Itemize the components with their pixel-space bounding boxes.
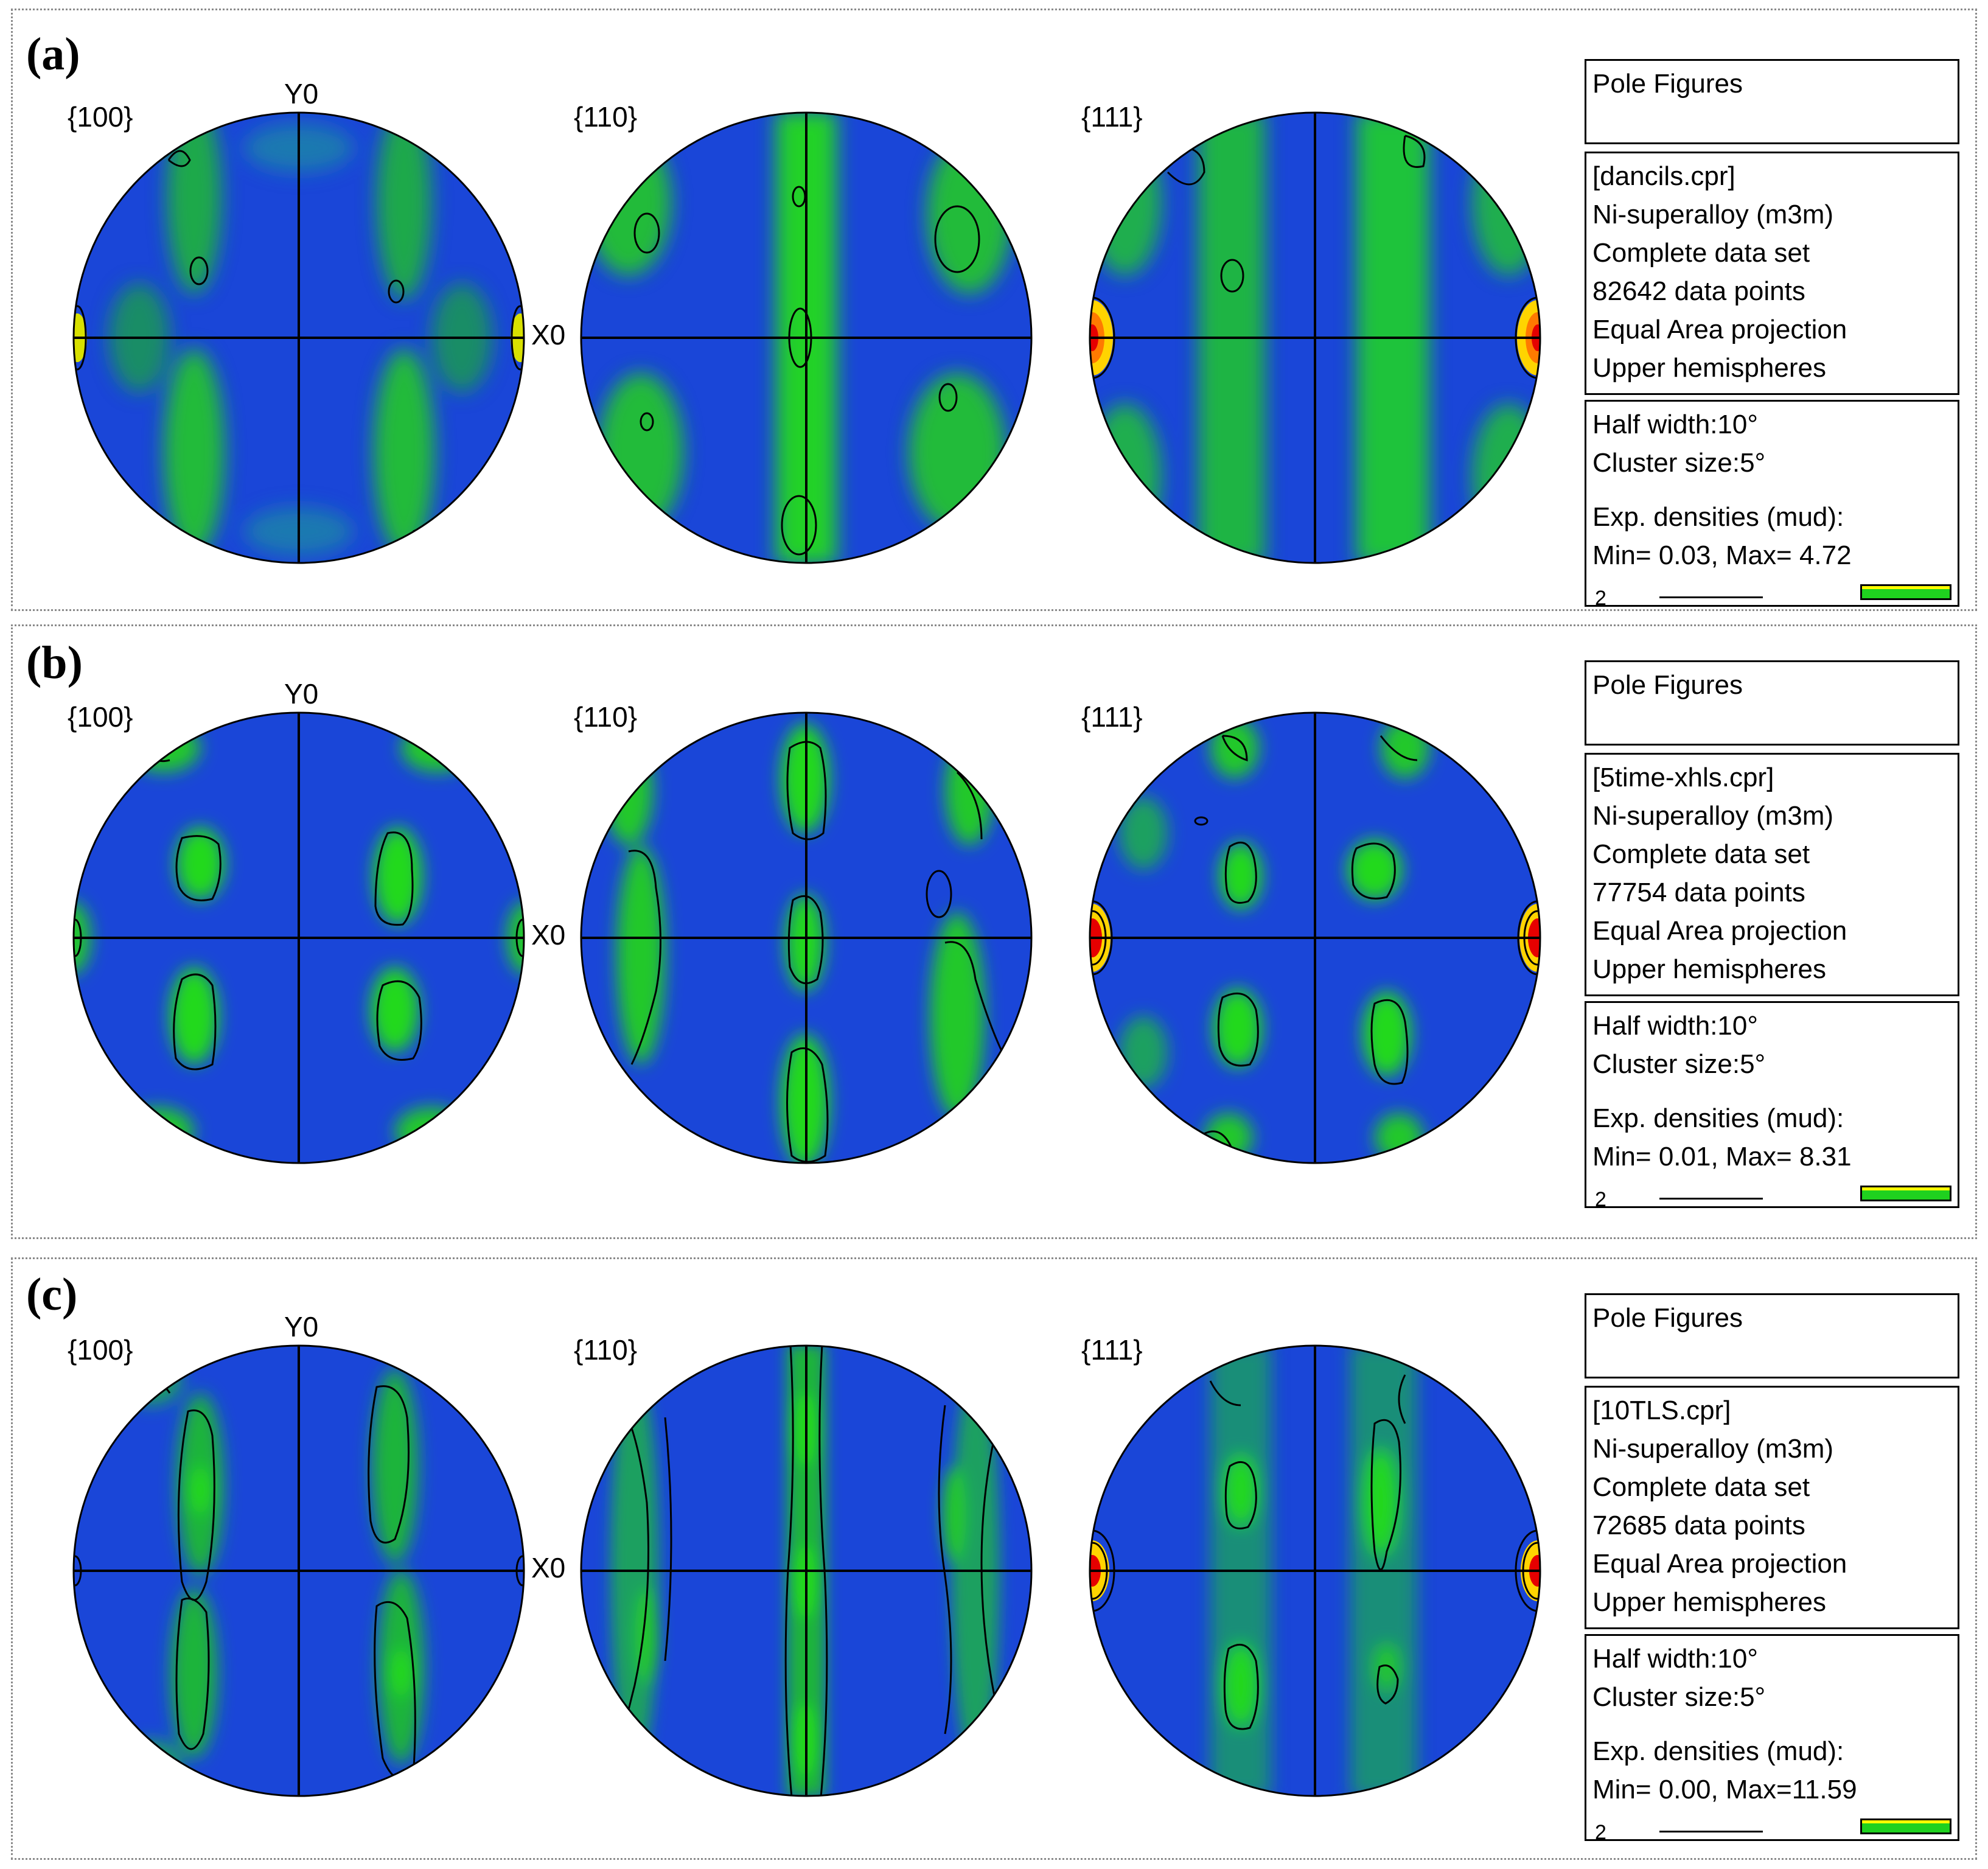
- info-hemisphere: Upper hemispheres: [1592, 954, 1826, 984]
- info-densities-label: Exp. densities (mud):: [1592, 1103, 1844, 1133]
- plane-label-100: {100}: [68, 701, 133, 733]
- info-dataset: Complete data set: [1592, 238, 1810, 268]
- pole-figure-100: [72, 711, 525, 1164]
- info-projection: Equal Area projection: [1592, 315, 1847, 344]
- pole-figure-111: [1089, 711, 1541, 1164]
- pole-figure-111: [1089, 1344, 1541, 1797]
- info-file: [5time-xhls.cpr]: [1592, 763, 1774, 792]
- info-min-max: Min= 0.01, Max= 8.31: [1592, 1142, 1852, 1172]
- pole-figure-110: [580, 1344, 1033, 1797]
- info-dataset: Complete data set: [1592, 839, 1810, 869]
- info-dataset-box: [10TLS.cpr] Ni-superalloy (m3m) Complete…: [1585, 1386, 1959, 1629]
- plane-label-100: {100}: [68, 101, 133, 133]
- info-file: [10TLS.cpr]: [1592, 1396, 1731, 1425]
- info-cluster: Cluster size:5°: [1592, 1682, 1766, 1712]
- info-projection: Equal Area projection: [1592, 916, 1847, 946]
- info-phase: Ni-superalloy (m3m): [1592, 200, 1834, 229]
- pole-figure-110: [580, 711, 1033, 1164]
- x-axis-label: X0: [531, 1552, 566, 1584]
- legend-line: [1659, 596, 1763, 598]
- info-half-width: Half width:10°: [1592, 1011, 1758, 1041]
- info-title: Pole Figures: [1592, 69, 1743, 99]
- legend-scale-value: 2: [1595, 587, 1606, 610]
- plane-label-110: {110}: [574, 101, 638, 133]
- legend-color-bar: [1860, 584, 1951, 600]
- panel-c: (c) Y0 X0 {100} {110} {111}: [11, 1257, 1977, 1860]
- legend-color-bar: [1860, 1186, 1951, 1201]
- info-points: 72685 data points: [1592, 1511, 1805, 1540]
- plane-label-110: {110}: [574, 1334, 638, 1366]
- plane-label-110: {110}: [574, 701, 638, 733]
- info-title-box: Pole Figures: [1585, 660, 1959, 746]
- plane-label-100: {100}: [68, 1334, 133, 1366]
- y-axis-label: Y0: [284, 78, 319, 110]
- x-axis-label: X0: [531, 919, 566, 951]
- info-phase: Ni-superalloy (m3m): [1592, 801, 1834, 831]
- info-half-width: Half width:10°: [1592, 410, 1758, 439]
- info-density-box: Half width:10° Cluster size:5° Exp. dens…: [1585, 1001, 1959, 1211]
- legend-line: [1659, 1198, 1763, 1200]
- legend-scale-value: 2: [1595, 1821, 1606, 1844]
- info-dataset: Complete data set: [1592, 1472, 1810, 1502]
- info-title: Pole Figures: [1592, 1303, 1743, 1333]
- y-axis-label: Y0: [284, 678, 319, 710]
- info-densities-label: Exp. densities (mud):: [1592, 1736, 1844, 1766]
- info-title-box: Pole Figures: [1585, 59, 1959, 144]
- x-axis-label: X0: [531, 319, 566, 351]
- info-densities-label: Exp. densities (mud):: [1592, 502, 1844, 532]
- info-cluster: Cluster size:5°: [1592, 448, 1766, 478]
- info-phase: Ni-superalloy (m3m): [1592, 1434, 1834, 1464]
- plane-label-111: {111}: [1081, 701, 1143, 733]
- info-title: Pole Figures: [1592, 670, 1743, 700]
- panel-label: (c): [26, 1269, 78, 1320]
- legend-line: [1659, 1831, 1763, 1832]
- info-points: 77754 data points: [1592, 878, 1805, 907]
- info-min-max: Min= 0.03, Max= 4.72: [1592, 540, 1852, 570]
- info-dataset-box: [dancils.cpr] Ni-superalloy (m3m) Comple…: [1585, 152, 1959, 395]
- info-density-box: Half width:10° Cluster size:5° Exp. dens…: [1585, 1634, 1959, 1844]
- legend-scale-value: 2: [1595, 1188, 1606, 1211]
- pole-figure-110: [580, 111, 1033, 564]
- pole-figure-100: [72, 1344, 525, 1797]
- pole-figure-100: [72, 111, 525, 564]
- y-axis-label: Y0: [284, 1311, 319, 1343]
- panel-a: (a) Y0 X0 {100} {110} {111}: [11, 9, 1977, 611]
- plane-label-111: {111}: [1081, 101, 1143, 133]
- panel-b: (b) Y0 X0 {100} {110} {111}: [11, 624, 1977, 1239]
- info-points: 82642 data points: [1592, 276, 1805, 306]
- panel-label: (a): [26, 29, 80, 80]
- info-cluster: Cluster size:5°: [1592, 1049, 1766, 1079]
- info-density-box: Half width:10° Cluster size:5° Exp. dens…: [1585, 400, 1959, 610]
- info-file: [dancils.cpr]: [1592, 161, 1735, 191]
- info-half-width: Half width:10°: [1592, 1644, 1758, 1674]
- pole-figure-111: [1089, 111, 1541, 564]
- info-projection: Equal Area projection: [1592, 1549, 1847, 1579]
- info-hemisphere: Upper hemispheres: [1592, 353, 1826, 383]
- legend-color-bar: [1860, 1818, 1951, 1834]
- info-hemisphere: Upper hemispheres: [1592, 1587, 1826, 1617]
- info-min-max: Min= 0.00, Max=11.59: [1592, 1775, 1857, 1804]
- panel-label: (b): [26, 637, 83, 688]
- plane-label-111: {111}: [1081, 1334, 1143, 1366]
- info-dataset-box: [5time-xhls.cpr] Ni-superalloy (m3m) Com…: [1585, 753, 1959, 996]
- info-title-box: Pole Figures: [1585, 1293, 1959, 1378]
